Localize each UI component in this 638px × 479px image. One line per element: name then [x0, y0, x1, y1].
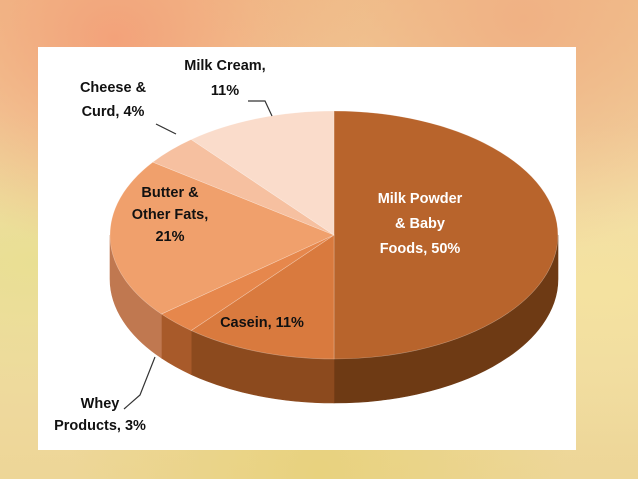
slice-label-butter-and-other-fats: Butter & Other Fats, 21% [132, 185, 209, 245]
leader-line-milk-cream [248, 100, 273, 117]
pie-slice-casein [190, 234, 335, 360]
pie-slice-whey-products [160, 234, 335, 331]
pie-sides [109, 234, 559, 404]
pie-slice-milk-powder-and-baby-foods [333, 110, 559, 360]
slice-label-whey-products: Whey Products, 3% [54, 396, 146, 434]
pie-slice-milk-cream [190, 110, 335, 236]
leader-line-cheese-and-curd [155, 123, 177, 135]
pie-slice-butter-and-other-fats [109, 161, 335, 315]
slice-label-milk-powder-and-baby-foods: Milk Powder & Baby Foods, 50% [378, 191, 463, 257]
slice-label-milk-cream: Milk Cream, 11% [184, 58, 265, 99]
pie-tops [109, 110, 559, 360]
slice-labels: Milk Powder & Baby Foods, 50% Casein, 11% Wh… [54, 58, 463, 434]
leader-lines [123, 100, 273, 410]
pie-slice-cheese-and-curd [152, 139, 335, 236]
slice-label-casein: Casein, 11% [220, 315, 304, 331]
slice-label-cheese-and-curd: Cheese & Curd, 4% [80, 80, 147, 120]
leader-line-whey-products [123, 356, 156, 410]
